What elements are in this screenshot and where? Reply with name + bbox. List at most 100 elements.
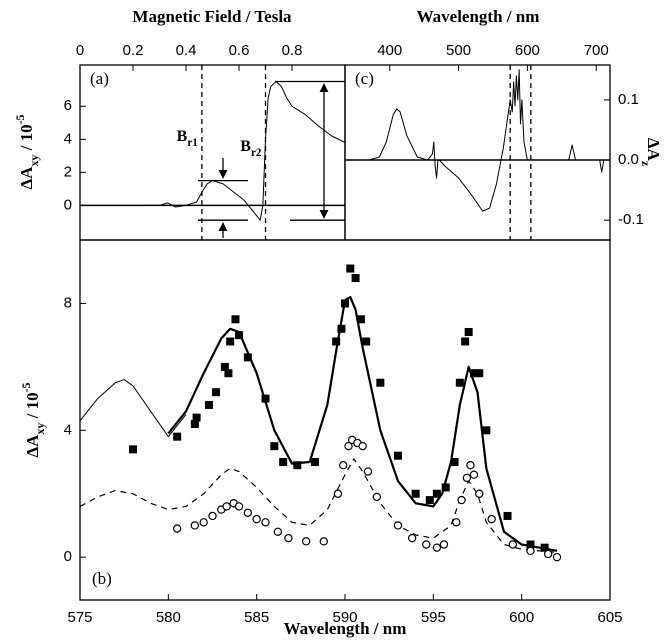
circle-marker	[319, 537, 328, 546]
square-marker	[279, 458, 288, 467]
square-marker	[231, 315, 240, 324]
circle-marker	[475, 489, 484, 498]
square-marker	[432, 489, 441, 498]
x-tick-label: 600	[515, 42, 540, 59]
square-marker	[212, 388, 221, 397]
y-axis-title: ΔAxy / 10-5	[13, 114, 41, 189]
circle-marker	[407, 533, 417, 543]
x-tick-label: 0.4	[176, 42, 197, 59]
y-axis-title-part: / 10	[23, 392, 42, 422]
square-marker	[356, 315, 365, 324]
circle-marker	[462, 473, 472, 483]
circle-marker	[172, 524, 182, 533]
y-tick-label: 2	[64, 163, 72, 180]
x-axis-title: Wavelength / nm	[417, 7, 540, 26]
reference-label-part: B	[177, 128, 188, 145]
square-marker	[226, 337, 235, 346]
y-axis-title-part: xy	[27, 155, 41, 167]
circle-marker	[252, 514, 261, 524]
circle-marker	[432, 543, 442, 552]
reference-label-part: r1	[187, 137, 198, 149]
circle-marker	[344, 441, 353, 451]
circle-marker	[333, 489, 343, 498]
x-tick-label: 0.8	[282, 42, 303, 59]
reference-label: Br2	[240, 138, 262, 159]
square-marker	[332, 337, 341, 346]
square-marker	[129, 445, 137, 454]
circle-marker	[208, 511, 217, 521]
circle-marker	[261, 518, 270, 527]
x-tick-label: 575	[67, 609, 92, 626]
square-marker	[243, 353, 252, 362]
circle-marker	[487, 514, 496, 524]
circle-marker	[273, 527, 283, 537]
square-marker	[220, 362, 229, 371]
square-marker	[503, 511, 512, 520]
x-tick-label: 580	[156, 609, 181, 626]
annotation-arrows	[198, 80, 345, 238]
y-tick-label: 0.1	[618, 91, 639, 108]
x-tick-label: 500	[446, 42, 471, 59]
y-tick-label: 0	[64, 548, 72, 565]
x-tick-label: 0.6	[229, 42, 250, 59]
square-marker	[526, 540, 535, 549]
y-axis-title-part: / 10	[17, 124, 36, 154]
square-marker	[475, 369, 484, 378]
circle-marker	[452, 518, 461, 527]
square-marker	[425, 496, 434, 505]
y-axis-title-part: ΔA	[23, 434, 42, 458]
reference-label-part: r2	[251, 147, 262, 159]
square-marker	[441, 483, 450, 492]
square-marker	[482, 426, 491, 435]
x-tick-label: 595	[421, 609, 446, 626]
square-marker	[351, 274, 360, 283]
circle-marker	[234, 502, 244, 511]
square-marker	[337, 324, 346, 333]
y-axis-title: ΔAz	[639, 138, 663, 167]
y-tick-label: 4	[64, 130, 72, 147]
square-marker	[394, 451, 402, 460]
circle-marker	[526, 546, 535, 556]
y-tick-label: 0	[64, 196, 72, 213]
square-marker	[261, 394, 270, 403]
circle-marker	[508, 540, 518, 549]
circle-marker	[457, 495, 466, 505]
reference-label: Br1	[177, 128, 199, 149]
x-tick-label: 590	[332, 609, 357, 626]
square-marker	[190, 419, 199, 428]
y-axis-title-part: ΔA	[17, 166, 36, 190]
square-marker	[362, 337, 371, 346]
square-marker	[192, 413, 201, 422]
square-marker	[310, 458, 319, 467]
circle-marker	[222, 502, 231, 511]
square-marker	[540, 543, 549, 552]
x-tick-label: 585	[244, 609, 269, 626]
square-marker	[173, 432, 182, 441]
square-marker	[341, 299, 349, 308]
square-marker	[293, 461, 302, 470]
x-axis-title: Wavelength / nm	[284, 619, 407, 638]
series-line	[345, 69, 610, 212]
square-marker	[469, 369, 478, 378]
square-marker	[455, 378, 464, 387]
y-tick-label: 0.0	[618, 151, 639, 168]
square-marker	[224, 369, 233, 378]
circle-marker	[372, 492, 381, 502]
circle-marker	[543, 549, 553, 559]
circle-marker	[439, 540, 449, 549]
square-marker	[461, 337, 470, 346]
square-marker	[346, 264, 355, 273]
circle-marker	[339, 460, 348, 470]
circle-marker	[552, 552, 562, 562]
series-line	[79, 379, 187, 438]
circle-marker	[469, 470, 479, 479]
panel-label: (b)	[92, 569, 112, 588]
y-axis-title-part: xy	[33, 423, 47, 435]
x-axis-title: Magnetic Field / Tesla	[132, 7, 292, 26]
circle-marker	[393, 521, 403, 530]
plot-frame	[79, 64, 346, 241]
x-tick-label: 0	[76, 42, 84, 59]
x-tick-label: 605	[597, 609, 622, 626]
square-marker	[464, 327, 473, 336]
